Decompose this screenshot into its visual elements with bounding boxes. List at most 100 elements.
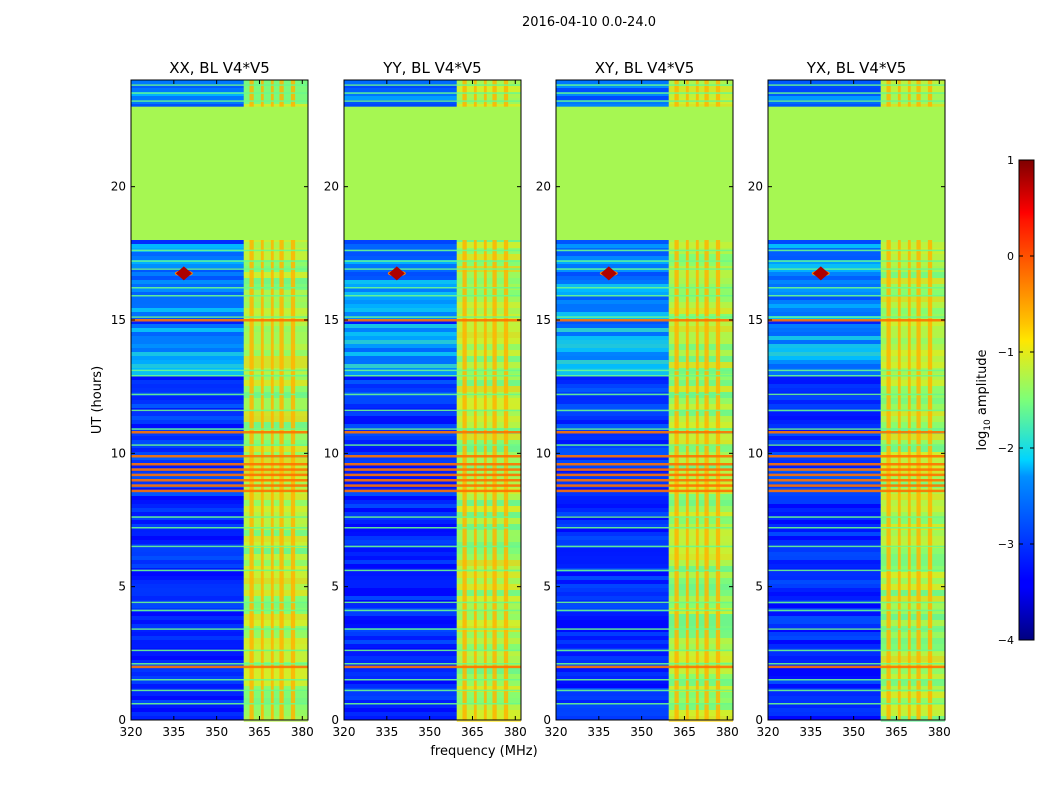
colorbar-tick-label: −2 bbox=[998, 442, 1014, 455]
rfi-band-row bbox=[243, 290, 308, 296]
rfi-band-row bbox=[243, 710, 308, 716]
heatmap-row bbox=[556, 324, 669, 328]
heatmap-row bbox=[768, 360, 881, 364]
heatmap-row bbox=[131, 372, 244, 376]
heatmap-row bbox=[131, 320, 244, 324]
heatmap-row bbox=[131, 100, 244, 104]
rfi-line bbox=[131, 609, 308, 612]
heatmap-row bbox=[768, 524, 881, 528]
heatmap-row bbox=[768, 512, 881, 516]
rfi-line bbox=[131, 375, 308, 377]
rfi-band-row bbox=[880, 500, 945, 506]
heatmap-row bbox=[768, 400, 881, 404]
rfi-band-row bbox=[880, 278, 945, 284]
rfi-line bbox=[768, 665, 945, 669]
rfi-band-row bbox=[456, 80, 521, 86]
heatmap-row bbox=[556, 416, 669, 420]
rfi-band-row bbox=[880, 698, 945, 704]
heatmap-row bbox=[556, 504, 669, 508]
rfi-line bbox=[131, 249, 308, 252]
panel-frame bbox=[767, 79, 946, 721]
heatmap-row bbox=[131, 496, 244, 500]
rfi-band-row bbox=[456, 326, 521, 332]
heatmap-row bbox=[768, 324, 881, 328]
heatmap-row bbox=[344, 508, 457, 512]
heatmap-row bbox=[131, 356, 244, 360]
rfi-line bbox=[556, 484, 733, 487]
rfi-line bbox=[344, 703, 521, 705]
heatmap-row bbox=[556, 620, 669, 624]
heatmap-row bbox=[768, 716, 881, 720]
heatmap-row bbox=[344, 576, 457, 580]
rfi-line bbox=[556, 703, 733, 705]
rfi-line bbox=[131, 444, 308, 446]
heatmap-row bbox=[768, 652, 881, 656]
rfi-band-row bbox=[243, 320, 308, 326]
rfi-line bbox=[344, 473, 521, 477]
heatmap-row bbox=[344, 364, 457, 368]
rfi-band-row bbox=[880, 680, 945, 686]
rfi-line bbox=[768, 409, 945, 412]
heatmap-row bbox=[556, 456, 669, 460]
heatmap-row bbox=[556, 596, 669, 600]
heatmap-row bbox=[131, 500, 244, 504]
rfi-band-row bbox=[880, 254, 945, 260]
rfi-line bbox=[344, 287, 521, 289]
heatmap-row bbox=[768, 92, 881, 96]
rfi-band-row bbox=[456, 674, 521, 680]
heatmap-row bbox=[131, 332, 244, 336]
x-tick-label: 350 bbox=[418, 725, 441, 739]
x-tick-label: 380 bbox=[928, 725, 951, 739]
rfi-band-row bbox=[880, 92, 945, 98]
rfi-band-row bbox=[243, 512, 308, 518]
rfi-line bbox=[556, 428, 733, 430]
heatmap-row bbox=[344, 452, 457, 456]
heatmap-row bbox=[344, 260, 457, 264]
heatmap-row bbox=[344, 636, 457, 640]
rfi-band-row bbox=[243, 572, 308, 578]
rfi-band-row bbox=[880, 494, 945, 500]
rfi-band-row bbox=[668, 518, 733, 524]
rfi-line bbox=[768, 92, 945, 94]
rfi-line bbox=[131, 601, 308, 604]
rfi-band-row bbox=[456, 374, 521, 380]
heatmap-row bbox=[344, 324, 457, 328]
rfi-line bbox=[344, 545, 521, 548]
rfi-band-row bbox=[456, 356, 521, 362]
rfi-band-row bbox=[456, 380, 521, 386]
rfi-band-row bbox=[243, 590, 308, 596]
heatmap-row bbox=[131, 308, 244, 312]
heatmap-row bbox=[768, 256, 881, 260]
heatmap-row bbox=[768, 416, 881, 420]
heatmap-row bbox=[344, 668, 457, 672]
rfi-band-row bbox=[243, 86, 308, 92]
x-tick-label: 380 bbox=[716, 725, 739, 739]
rfi-band-row bbox=[880, 380, 945, 386]
heatmap-row bbox=[768, 628, 881, 632]
rfi-line bbox=[344, 268, 521, 270]
heatmap-row bbox=[556, 684, 669, 688]
heatmap-row bbox=[556, 444, 669, 448]
heatmap-row bbox=[344, 300, 457, 304]
bright-source bbox=[600, 266, 617, 281]
heatmap-row bbox=[768, 348, 881, 352]
heatmap-row bbox=[556, 252, 669, 256]
rfi-line bbox=[344, 628, 521, 630]
panel-1: XX, BL V4*V5 320 335 350 365 380 0 5 10 15 20 bbox=[111, 59, 314, 739]
rfi-line bbox=[344, 601, 521, 604]
flagged-gap bbox=[556, 106, 733, 241]
rfi-channel bbox=[927, 80, 933, 720]
heatmap-row bbox=[344, 340, 457, 344]
heatmap-row bbox=[768, 492, 881, 496]
heatmap-row bbox=[768, 476, 881, 480]
y-tick-label: 10 bbox=[324, 446, 339, 460]
x-tick-label: 365 bbox=[885, 725, 908, 739]
rfi-band-row bbox=[668, 260, 733, 266]
heatmap-row bbox=[344, 700, 457, 704]
heatmap-row bbox=[768, 356, 881, 360]
rfi-band-row bbox=[456, 638, 521, 644]
rfi-band-row bbox=[456, 434, 521, 440]
rfi-band-row bbox=[880, 530, 945, 536]
rfi-line bbox=[131, 479, 308, 482]
heatmap-row bbox=[344, 88, 457, 92]
